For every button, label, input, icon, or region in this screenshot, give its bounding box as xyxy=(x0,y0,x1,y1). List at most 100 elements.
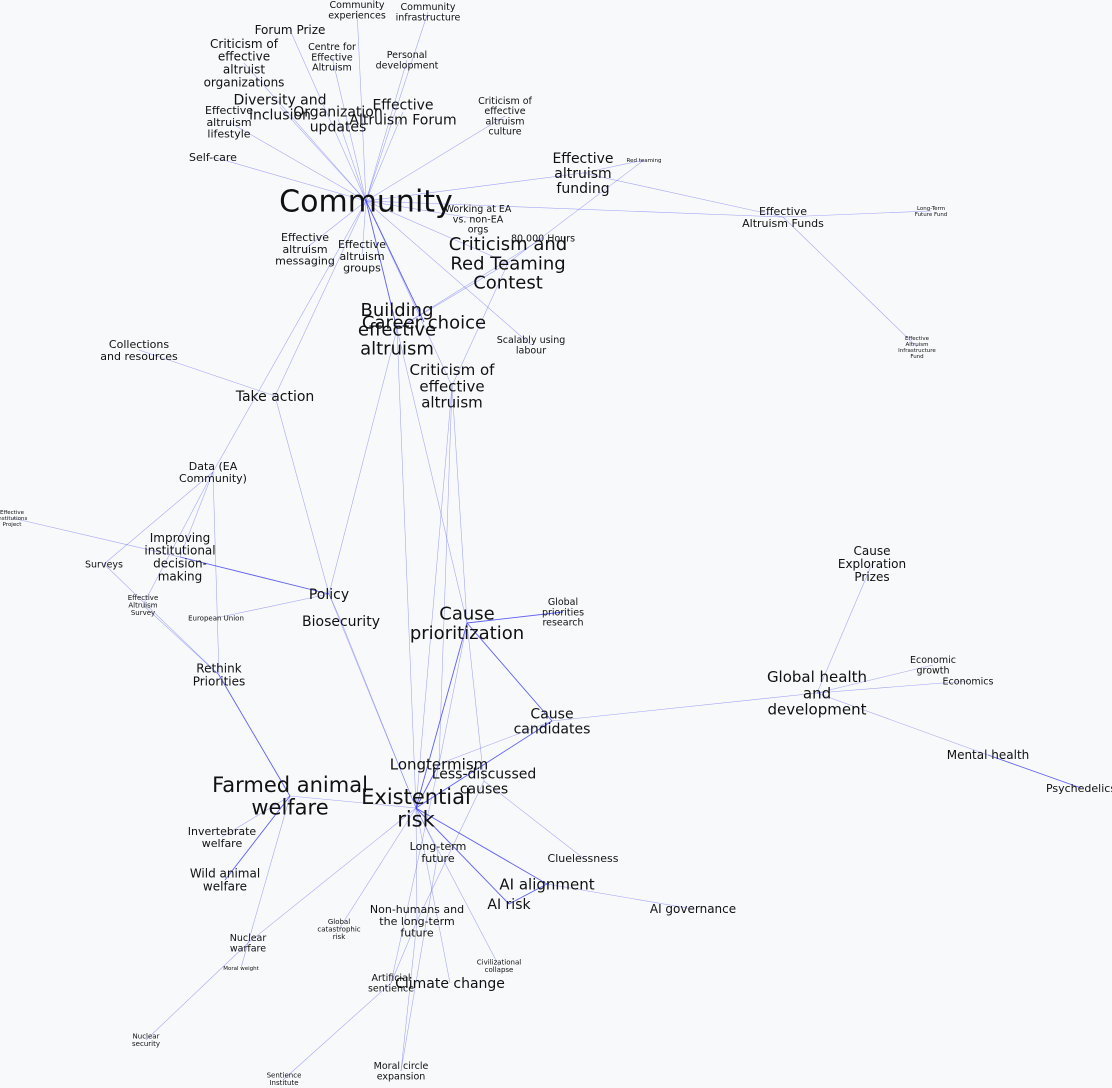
edge-data-ea-surveys xyxy=(103,471,214,565)
edge-community-cea xyxy=(331,56,367,202)
edge-ai-alignment-ai-risk xyxy=(508,883,548,905)
node-cause-exploration-prizes: Cause Exploration Prizes xyxy=(838,544,906,584)
node-community: Community xyxy=(279,185,453,220)
node-eaif: Effective Altruism Infrastructure Fund xyxy=(898,336,936,360)
edge-cause-candidates-global-health xyxy=(551,692,818,722)
node-criticism-ea-orgs: Criticism of effective altruist organizatio… xyxy=(204,37,285,90)
node-data-ea: Data (EA Community) xyxy=(179,460,247,485)
edge-cause-prioritization-longtermism xyxy=(438,622,468,765)
node-eip: EffectiveInstitutionsProject xyxy=(0,510,27,528)
node-policy: Policy xyxy=(309,587,349,603)
edge-cause-prioritization-global-priorities-research xyxy=(466,611,564,624)
edge-community-ea-messaging xyxy=(304,200,367,250)
edge-less-discussed-causes-cluelessness xyxy=(483,780,584,859)
edge-community-criticism-ea-culture xyxy=(365,115,506,202)
edge-existential-risk-civilizational-collapse xyxy=(415,807,500,967)
node-ai-governance: AI governance xyxy=(650,902,736,916)
edge-criticism-red-teaming-criticism-ea xyxy=(451,262,509,387)
edge-community-community-infrastructure xyxy=(365,11,429,202)
node-ea-funding: Effective altruism funding xyxy=(552,151,613,197)
node-long-term-future: Long-term future xyxy=(410,840,467,865)
edge-criticism-ea-existential-risk xyxy=(415,385,453,809)
node-psychedelics: Psychedelics xyxy=(1046,782,1112,795)
edge-existential-risk-global-catastrophic-risk xyxy=(338,807,417,930)
edge-nuclear-warfare-moral-weight xyxy=(240,942,249,969)
edge-building-ea-policy xyxy=(328,328,398,595)
node-criticism-ea: Criticism of effective altruism xyxy=(410,361,496,411)
node-ltff: Long-Term Future Fund xyxy=(915,206,948,218)
node-existential-risk: Existential risk xyxy=(361,785,471,832)
edge-community-career-choice xyxy=(365,200,425,323)
node-diversity-inclusion: Diversity and inclusion xyxy=(233,92,326,123)
node-forum-prize: Forum Prize xyxy=(255,23,326,37)
edge-community-data-ea xyxy=(212,200,367,473)
edge-ai-alignment-ai-governance xyxy=(546,883,694,910)
edge-criticism-red-teaming-red-teaming xyxy=(507,159,645,264)
node-moral-circle-expansion: Moral circle expansion xyxy=(374,1061,429,1082)
edge-long-term-future-moral-circle-expansion xyxy=(400,851,439,1072)
edge-surveys-rethink-priorities xyxy=(103,563,220,676)
edge-layer xyxy=(11,9,1082,1080)
node-ea-lifestyle: Effective altruism lifestyle xyxy=(205,104,253,141)
node-cause-prioritization: Cause prioritization xyxy=(410,604,524,644)
node-self-care: Self-care xyxy=(189,151,237,164)
edge-farmed-animal-welfare-existential-risk xyxy=(289,795,417,809)
edge-global-health-cause-exploration-prizes xyxy=(816,563,873,694)
edge-take-action-policy xyxy=(274,395,330,595)
edge-existential-risk-ai-alignment xyxy=(415,807,548,885)
edge-improving-idm-eip xyxy=(11,517,181,558)
edge-cause-prioritization-cause-candidates xyxy=(466,622,553,722)
edge-global-health-economic-growth xyxy=(816,664,934,694)
edge-nuclear-warfare-nuclear-security xyxy=(145,942,249,1041)
node-ai-alignment: AI alignment xyxy=(499,875,594,893)
edge-ea-funds-eaif xyxy=(782,216,918,348)
edge-nonhumans-ltf-moral-circle-expansion xyxy=(400,920,418,1072)
node-biosecurity: Biosecurity xyxy=(302,614,380,630)
edge-cause-candidates-longtermism xyxy=(438,720,553,765)
edge-global-health-mental-health xyxy=(816,692,989,756)
edge-cause-candidates-existential-risk xyxy=(415,720,553,809)
node-org-updates: Organization updates xyxy=(293,104,383,135)
edge-building-ea-cause-prioritization xyxy=(396,328,468,624)
node-ea-forum: Effective Altruism Forum xyxy=(349,97,456,128)
node-mental-health: Mental health xyxy=(947,748,1030,762)
node-nonhumans-ltf: Non-humans and the long-term future xyxy=(370,903,464,940)
edge-policy-existential-risk xyxy=(328,593,417,809)
edge-community-ea-funds xyxy=(365,200,784,218)
edge-existential-risk-longtermism xyxy=(415,763,440,809)
edge-community-self-care xyxy=(212,156,367,202)
edge-community-diversity-inclusion xyxy=(279,106,367,202)
node-community-infrastructure: Community infrastructure xyxy=(396,2,461,23)
edge-data-ea-ea-survey xyxy=(142,471,214,606)
edge-artificial-sentience-sentience-institute xyxy=(283,982,392,1080)
edge-community-forum-prize xyxy=(289,29,367,202)
edge-community-building-ea xyxy=(365,200,398,330)
edge-building-ea-80000-hours xyxy=(396,237,544,330)
node-improving-idm: Improving institutional decision-making xyxy=(144,531,215,584)
edge-farmed-animal-welfare-invertebrate-welfare xyxy=(221,795,291,838)
edge-farmed-animal-welfare-wild-animal-welfare xyxy=(224,795,291,881)
edge-cause-prioritization-less-discussed-causes xyxy=(466,622,485,782)
node-personal-development: Personal development xyxy=(376,50,439,71)
node-criticism-red-teaming: Criticism and Red Teaming Contest xyxy=(449,234,567,294)
node-nuclear-warfare: Nuclear warfare xyxy=(230,933,267,954)
node-longtermism: Longtermism xyxy=(390,755,489,773)
node-ai-risk: AI risk xyxy=(487,897,531,913)
edge-community-take-action xyxy=(274,200,367,397)
node-scalably-using-labour: Scalably using labour xyxy=(497,335,566,356)
node-criticism-ea-culture: Criticism of effective altruism culture xyxy=(478,96,532,138)
node-civilizational-collapse: Civilizational collapse xyxy=(477,959,521,975)
edge-ea-survey-rethink-priorities xyxy=(142,604,220,676)
node-ea-funds: Effective Altruism Funds xyxy=(742,205,824,230)
node-artificial-sentience: Artificial sentience xyxy=(368,973,414,994)
node-collections-resources: Collections and resources xyxy=(100,338,178,363)
node-nuclear-security: Nuclear security xyxy=(132,1033,160,1049)
edge-improving-idm-policy xyxy=(179,556,330,595)
node-climate-change: Climate change xyxy=(395,976,505,992)
edge-policy-european-union xyxy=(215,593,330,619)
node-global-priorities-research: Global priorities research xyxy=(542,597,584,629)
edge-existential-risk-nonhumans-ltf xyxy=(415,807,418,922)
node-ea-messaging: Effective altruism messaging xyxy=(275,231,335,268)
edge-take-action-collections-resources xyxy=(138,349,276,397)
